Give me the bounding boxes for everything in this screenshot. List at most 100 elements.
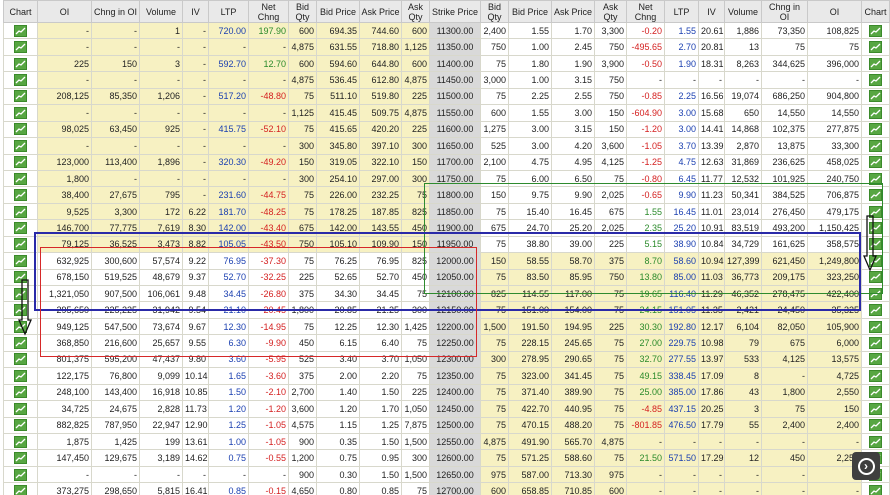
chart-cell[interactable] — [3, 449, 38, 467]
chart-icon[interactable] — [14, 90, 27, 103]
chart-icon[interactable] — [869, 337, 882, 350]
chart-icon[interactable] — [14, 304, 27, 317]
chart-icon[interactable] — [14, 189, 27, 202]
chart-icon[interactable] — [14, 139, 27, 152]
chart-icon[interactable] — [14, 205, 27, 218]
chart-icon[interactable] — [14, 353, 27, 366]
chart-icon[interactable] — [869, 24, 882, 37]
chart-icon[interactable] — [869, 156, 882, 169]
chart-icon[interactable] — [869, 74, 882, 87]
chart-icon[interactable] — [869, 287, 882, 300]
chart-icon[interactable] — [14, 172, 27, 185]
next-page-button[interactable]: › — [852, 452, 880, 480]
chart-cell[interactable] — [861, 334, 890, 352]
chart-cell[interactable] — [3, 432, 38, 451]
chart-cell[interactable] — [3, 465, 38, 484]
chart-cell[interactable] — [3, 235, 38, 254]
chart-cell[interactable] — [3, 71, 38, 89]
chart-icon[interactable] — [14, 238, 27, 251]
chart-icon[interactable] — [14, 402, 27, 415]
chart-cell[interactable] — [861, 104, 890, 122]
chart-cell[interactable] — [861, 186, 890, 204]
chart-cell[interactable] — [861, 71, 890, 89]
chart-icon[interactable] — [869, 435, 882, 448]
chart-cell[interactable] — [3, 350, 38, 369]
chart-icon[interactable] — [869, 57, 882, 70]
chart-icon[interactable] — [869, 139, 882, 152]
chart-icon[interactable] — [869, 304, 882, 317]
chart-icon[interactable] — [14, 254, 27, 267]
chart-cell[interactable] — [861, 416, 890, 434]
chart-icon[interactable] — [869, 369, 882, 382]
chart-cell[interactable] — [861, 38, 890, 56]
chart-cell[interactable] — [861, 400, 890, 418]
chart-cell[interactable] — [861, 284, 890, 303]
chart-icon[interactable] — [14, 106, 27, 119]
chart-cell[interactable] — [3, 21, 38, 40]
chart-icon[interactable] — [14, 123, 27, 136]
chart-cell[interactable] — [3, 202, 38, 221]
chart-cell[interactable] — [3, 400, 38, 418]
chart-cell[interactable] — [861, 169, 890, 188]
chart-cell[interactable] — [3, 416, 38, 434]
chart-icon[interactable] — [869, 271, 882, 284]
chart-icon[interactable] — [14, 24, 27, 37]
chart-icon[interactable] — [869, 172, 882, 185]
chart-cell[interactable] — [861, 383, 890, 402]
chart-icon[interactable] — [14, 386, 27, 399]
chart-icon[interactable] — [869, 106, 882, 119]
chart-cell[interactable] — [3, 252, 38, 270]
chart-icon[interactable] — [14, 337, 27, 350]
chart-cell[interactable] — [861, 350, 890, 369]
chart-icon[interactable] — [869, 386, 882, 399]
chart-icon[interactable] — [869, 402, 882, 415]
chart-cell[interactable] — [861, 54, 890, 73]
chart-cell[interactable] — [3, 104, 38, 122]
chart-icon[interactable] — [869, 189, 882, 202]
chart-cell[interactable] — [861, 21, 890, 40]
chart-icon[interactable] — [14, 484, 27, 495]
chart-icon[interactable] — [869, 205, 882, 218]
chart-cell[interactable] — [3, 169, 38, 188]
chart-icon[interactable] — [14, 452, 27, 465]
chart-icon[interactable] — [14, 287, 27, 300]
chart-cell[interactable] — [861, 482, 890, 495]
chart-icon[interactable] — [869, 419, 882, 432]
chart-cell[interactable] — [3, 120, 38, 139]
chart-icon[interactable] — [869, 123, 882, 136]
chart-cell[interactable] — [3, 186, 38, 204]
chart-cell[interactable] — [3, 383, 38, 402]
chart-icon[interactable] — [14, 369, 27, 382]
chart-cell[interactable] — [861, 137, 890, 155]
chart-cell[interactable] — [3, 482, 38, 495]
chart-icon[interactable] — [869, 41, 882, 54]
chart-cell[interactable] — [861, 301, 890, 319]
chart-cell[interactable] — [3, 317, 38, 336]
chart-cell[interactable] — [3, 284, 38, 303]
chart-cell[interactable] — [861, 367, 890, 385]
chart-icon[interactable] — [14, 221, 27, 234]
chart-icon[interactable] — [869, 353, 882, 366]
chart-icon[interactable] — [869, 484, 882, 495]
chart-icon[interactable] — [14, 74, 27, 87]
chart-icon[interactable] — [14, 435, 27, 448]
chart-cell[interactable] — [3, 87, 38, 106]
chart-cell[interactable] — [861, 432, 890, 451]
chart-cell[interactable] — [3, 153, 38, 171]
chart-cell[interactable] — [3, 334, 38, 352]
chart-icon[interactable] — [14, 468, 27, 481]
chart-cell[interactable] — [861, 153, 890, 171]
chart-icon[interactable] — [869, 90, 882, 103]
chart-icon[interactable] — [14, 419, 27, 432]
chart-cell[interactable] — [861, 317, 890, 336]
chart-cell[interactable] — [3, 219, 38, 237]
chart-cell[interactable] — [3, 54, 38, 73]
chart-cell[interactable] — [3, 137, 38, 155]
chart-cell[interactable] — [861, 87, 890, 106]
chart-icon[interactable] — [14, 41, 27, 54]
chart-icon[interactable] — [869, 320, 882, 333]
chart-cell[interactable] — [3, 38, 38, 56]
chart-icon[interactable] — [14, 156, 27, 169]
chart-cell[interactable] — [861, 120, 890, 139]
chart-cell[interactable] — [3, 367, 38, 385]
